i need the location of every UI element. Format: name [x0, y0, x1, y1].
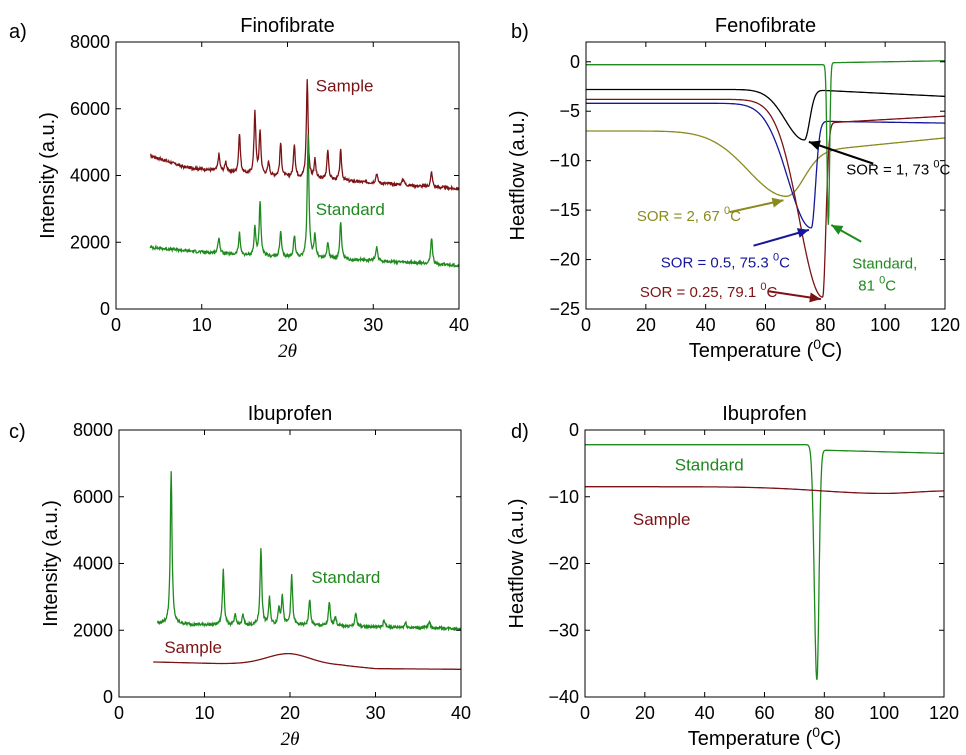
axes-frame [584, 429, 945, 698]
annotation-arrowhead [809, 292, 821, 303]
series-standard [156, 471, 461, 632]
x-tick-label: 30 [365, 703, 385, 723]
x-tick-label: 0 [111, 315, 121, 335]
annotation-label: SOR = 2, 67 0C [637, 205, 741, 225]
annotation-arrowhead [808, 140, 821, 151]
x-axis-label: 2θ [281, 729, 300, 750]
y-tick-label: 6000 [70, 99, 110, 119]
x-tick-label: 10 [194, 703, 214, 723]
x-axis-label: 2θ [278, 341, 297, 362]
y-tick-label: 8000 [70, 32, 110, 52]
annotation-label: SOR = 1, 73 0C [846, 159, 950, 179]
y-tick-label: 4000 [73, 554, 113, 574]
x-tick-label: 40 [451, 703, 471, 723]
panel-label: b) [511, 21, 529, 43]
x-tick-label: 0 [581, 315, 591, 335]
y-tick-label: −10 [549, 151, 580, 171]
x-tick-label: 80 [814, 703, 834, 723]
series-sor-0-25-79-1-0c [586, 98, 945, 298]
x-tick-label: 10 [192, 315, 212, 335]
chart-title: Ibuprofen [722, 403, 807, 425]
annotation-arrowhead [771, 197, 784, 208]
annotation-label: 81 0C [858, 274, 896, 294]
chart-panel-b: 0 20 40 60 80 100 120 0 −5 −10 −15 −20 −25 Fenofibrat… [507, 15, 960, 362]
series-standard-81-0c [586, 60, 945, 225]
x-tick-label: 20 [636, 315, 656, 335]
y-tick-label: 8000 [73, 420, 113, 440]
x-tick-label: 120 [929, 703, 959, 723]
annotation-label: SOR = 0.25, 79.1 0C [640, 281, 778, 301]
x-tick-label: 20 [280, 703, 300, 723]
annotation-label: Sample [316, 76, 374, 95]
x-tick-label: 60 [755, 315, 775, 335]
x-tick-label: 40 [449, 315, 469, 335]
chart-panel-a: 0 10 20 30 40 0 2000 4000 6000 8000 Finofibrate a) 2… [9, 15, 469, 362]
y-tick-label: −20 [548, 554, 579, 574]
y-tick-label: −15 [549, 200, 580, 220]
y-tick-label: 2000 [70, 232, 110, 252]
series-sample [585, 486, 944, 495]
annotation-arrowhead [796, 228, 809, 238]
chart-panel-c: 0 10 20 30 40 0 2000 4000 6000 8000 Ibuprofen c) 2θ I… [9, 403, 471, 750]
annotation-arrowhead [831, 224, 844, 235]
x-tick-label: 20 [635, 703, 655, 723]
x-axis-label: Temperature (0C) [689, 336, 842, 362]
x-tick-label: 0 [114, 703, 124, 723]
chart-title: Fenofibrate [715, 15, 816, 37]
x-tick-label: 40 [696, 315, 716, 335]
y-tick-label: −30 [548, 620, 579, 640]
y-tick-label: −25 [549, 299, 580, 319]
panel-label: d) [511, 421, 529, 443]
annotation-label: Sample [164, 638, 222, 657]
y-tick-label: −10 [548, 487, 579, 507]
y-axis-label: Intensity (a.u.) [37, 112, 59, 239]
chart-title: Finofibrate [240, 15, 335, 37]
y-axis-label: Intensity (a.u.) [40, 500, 62, 627]
y-tick-label: 2000 [73, 620, 113, 640]
series-standard [585, 444, 944, 680]
annotation-label: Standard [316, 200, 385, 219]
panel-label: a) [9, 21, 27, 43]
annotation-label: Standard [311, 568, 380, 587]
x-tick-label: 100 [869, 703, 899, 723]
x-tick-label: 0 [580, 703, 590, 723]
y-tick-label: 0 [569, 420, 579, 440]
y-axis-label: Heatflow (a.u.) [507, 110, 529, 240]
annotation-label: Standard, [852, 256, 917, 273]
x-axis-label: Temperature (0C) [688, 724, 841, 750]
y-tick-label: −40 [548, 687, 579, 707]
x-tick-label: 40 [695, 703, 715, 723]
y-axis-label: Heatflow (a.u.) [506, 498, 528, 628]
y-tick-label: 0 [570, 52, 580, 72]
annotation-arrow [808, 140, 874, 165]
annotation-label: SOR = 0.5, 75.3 0C [661, 252, 790, 272]
x-tick-label: 20 [277, 315, 297, 335]
annotation-label: Standard [675, 456, 744, 475]
series-sample [150, 79, 459, 192]
y-tick-label: 0 [100, 299, 110, 319]
annotation-label: Sample [633, 510, 691, 529]
y-tick-label: −5 [559, 101, 580, 121]
x-tick-label: 120 [930, 315, 960, 335]
x-tick-label: 100 [870, 315, 900, 335]
series-sample [153, 652, 461, 670]
x-tick-label: 60 [754, 703, 774, 723]
series-sor-0-5-75-3-0c [586, 102, 945, 229]
x-tick-label: 80 [815, 315, 835, 335]
chart-title: Ibuprofen [248, 403, 333, 425]
x-tick-label: 30 [363, 315, 383, 335]
series-sor-1-73-0c [586, 88, 945, 141]
y-tick-label: 6000 [73, 487, 113, 507]
y-tick-label: 4000 [70, 166, 110, 186]
chart-panel-d: 0 20 40 60 80 100 120 0 −10 −20 −30 −40 Ibuprofen d) T… [506, 403, 959, 750]
y-tick-label: −20 [549, 250, 580, 270]
series-sor-2-67-0c [586, 130, 945, 197]
y-tick-label: 0 [103, 687, 113, 707]
panel-label: c) [9, 421, 26, 443]
series-standard [149, 134, 459, 269]
